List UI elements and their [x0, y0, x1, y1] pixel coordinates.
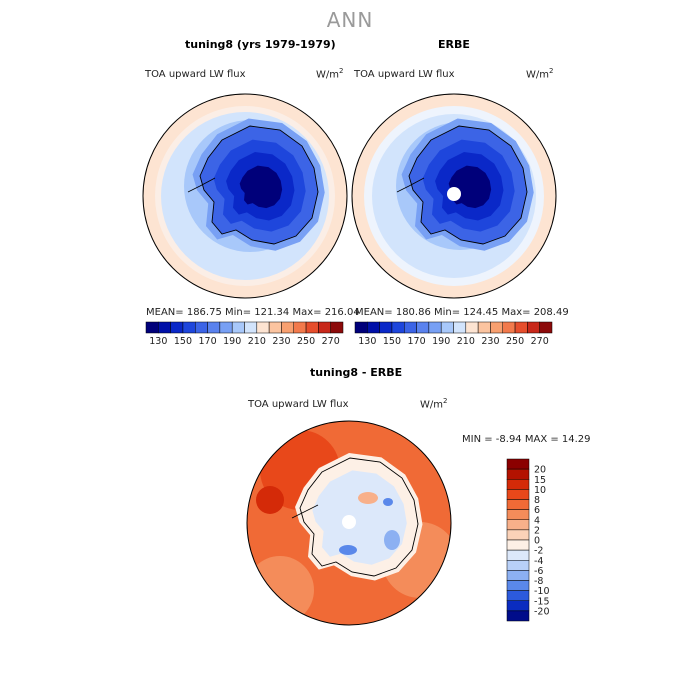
colorbar-tick-label: 210: [457, 336, 475, 347]
colorbar-tick-label: 230: [272, 336, 290, 347]
colorbar-tick-label: 10: [534, 485, 546, 496]
colorbar-swatch: [506, 610, 530, 622]
panel-2-variable: TOA upward LW flux: [354, 69, 455, 80]
panel-1-units: W/m2: [316, 67, 344, 81]
diff-units: W/m2: [420, 397, 448, 411]
colorbar-swatch: [404, 321, 417, 334]
colorbar-swatch: [506, 479, 530, 490]
colorbar-swatch: [158, 321, 171, 334]
panel-2-title: ERBE: [438, 38, 470, 51]
colorbar-swatch: [416, 321, 430, 334]
colorbar-swatch: [506, 539, 530, 551]
colorbar-swatch: [268, 321, 282, 334]
colorbar-tick-label: -4: [534, 556, 543, 567]
colorbar-swatch: [490, 321, 503, 334]
colorbar-tick-label: 8: [534, 495, 540, 506]
colorbar-swatch: [465, 321, 479, 334]
colorbar-tick-label: 130: [358, 336, 376, 347]
colorbar-tick-label: 170: [198, 336, 216, 347]
colorbar-swatch: [539, 321, 553, 334]
map-panel-1: [142, 93, 348, 299]
colorbar-swatch: [506, 600, 530, 612]
colorbar-tick-label: 150: [174, 336, 192, 347]
colorbar-swatch: [506, 509, 530, 520]
colorbar-tick-label: 0: [534, 536, 540, 547]
colorbar-swatch: [231, 321, 245, 334]
colorbar-tick-label: -20: [534, 606, 550, 617]
colorbar-swatch: [244, 321, 258, 334]
colorbar-tick-label: 170: [407, 336, 425, 347]
colorbar-swatch: [506, 549, 530, 561]
colorbar-swatch: [506, 570, 530, 581]
colorbar-tick-label: 210: [248, 336, 266, 347]
colorbar-tick-label: 250: [297, 336, 315, 347]
colorbar-swatch: [506, 529, 530, 541]
colorbar-swatch: [182, 321, 196, 334]
colorbar-tick-label: 250: [506, 336, 524, 347]
colorbar-tick-label: -15: [534, 596, 550, 607]
colorbar-tick-label: 4: [534, 515, 540, 526]
colorbar-swatch: [219, 321, 233, 334]
colorbar-swatch: [330, 321, 344, 334]
colorbar-swatch: [195, 321, 208, 334]
colorbar-swatch: [145, 321, 159, 334]
colorbar-swatch: [440, 321, 454, 334]
colorbar-tick-label: 6: [534, 505, 540, 516]
colorbar-swatch: [506, 560, 530, 571]
colorbar-swatch: [506, 468, 530, 480]
colorbar-swatch: [256, 321, 270, 334]
colorbar-tick-label: -6: [534, 566, 543, 577]
colorbar-swatch: [354, 321, 368, 334]
colorbar-swatch: [527, 321, 540, 334]
colorbar-tick-label: 190: [432, 336, 450, 347]
colorbar-swatch: [428, 321, 442, 334]
colorbar-swatch: [506, 499, 530, 510]
colorbar-swatch: [506, 590, 530, 601]
colorbar-swatch: [379, 321, 393, 334]
colorbar-swatch: [391, 321, 405, 334]
colorbar-tick-label: 270: [531, 336, 549, 347]
colorbar-swatch: [506, 580, 530, 591]
colorbar-swatch: [506, 458, 530, 470]
colorbar-swatch: [506, 489, 530, 500]
colorbar-panel-2: 130 150 170 190 210 230 250 270: [354, 321, 553, 347]
colorbar-swatch: [293, 321, 307, 334]
diff-min-max: MIN = -8.94 MAX = 14.29: [462, 434, 591, 445]
colorbar-panel-1: 130 150 170 190 210 230 250 270: [145, 321, 344, 347]
colorbar-swatch: [207, 321, 221, 334]
colorbar-swatch: [477, 321, 491, 334]
map-panel-2: [351, 93, 557, 299]
colorbar-swatch: [281, 321, 294, 334]
figure-title: ANN: [326, 8, 374, 32]
panel-2-units: W/m2: [526, 67, 554, 81]
colorbar-swatch: [514, 321, 528, 334]
diff-variable: TOA upward LW flux: [248, 399, 349, 410]
colorbar-tick-label: 130: [149, 336, 167, 347]
colorbar-tick-label: 190: [223, 336, 241, 347]
colorbar-tick-label: 20: [534, 465, 546, 476]
colorbar-swatch: [502, 321, 516, 334]
panel-2-stats: MEAN= 180.86 Min= 124.45 Max= 208.49: [355, 307, 569, 318]
diff-title: tuning8 - ERBE: [310, 366, 403, 379]
colorbar-tick-label: 150: [383, 336, 401, 347]
map-panel-diff: [246, 420, 452, 626]
panel-1-variable: TOA upward LW flux: [145, 69, 246, 80]
colorbar-tick-label: 270: [322, 336, 340, 347]
colorbar-swatch: [170, 321, 184, 334]
panel-1-stats: MEAN= 186.75 Min= 121.34 Max= 216.04: [146, 307, 360, 318]
colorbar-swatch: [318, 321, 331, 334]
colorbar-swatch: [367, 321, 380, 334]
colorbar-tick-label: 2: [534, 525, 540, 536]
colorbar-swatch: [506, 519, 530, 531]
panel-1-title: tuning8 (yrs 1979-1979): [185, 38, 336, 51]
colorbar-swatch: [453, 321, 467, 334]
colorbar-tick-label: 230: [481, 336, 499, 347]
colorbar-tick-label: -2: [534, 546, 543, 557]
colorbar-tick-label: -10: [534, 586, 550, 597]
colorbar-tick-label: 15: [534, 475, 546, 486]
colorbar-swatch: [305, 321, 319, 334]
colorbar-tick-label: -8: [534, 576, 543, 587]
